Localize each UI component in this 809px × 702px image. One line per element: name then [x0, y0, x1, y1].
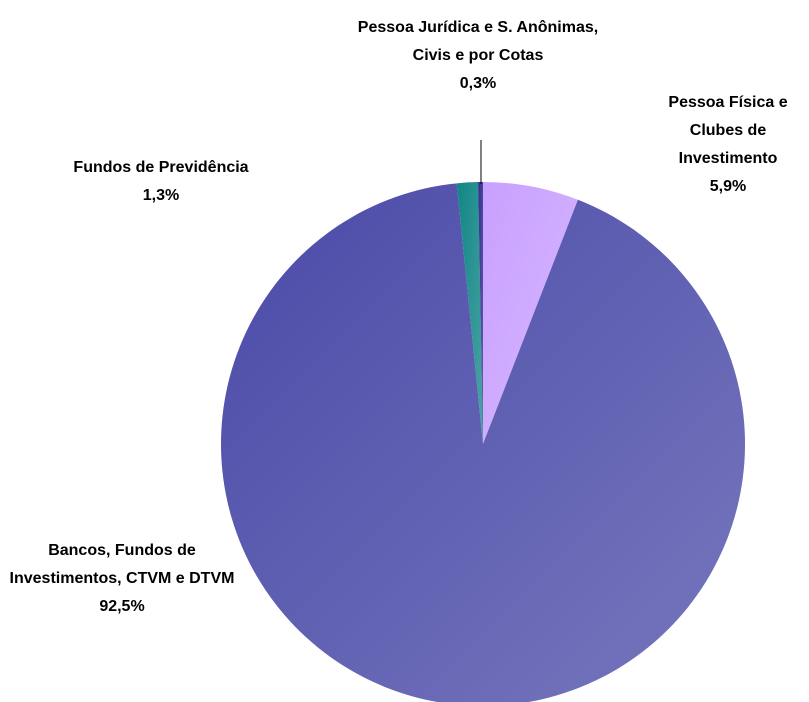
slice-label: Fundos de Previdência 1,3% [73, 159, 249, 204]
slice-shading [456, 182, 483, 444]
slice-label: Pessoa Jurídica e S. Anônimas, Civis e p… [357, 19, 599, 92]
slice-label: Pessoa Física e Clubes de Investimento 5,… [668, 94, 788, 195]
slice-shading [483, 182, 578, 444]
slice-shading [221, 183, 745, 702]
slice-label: Bancos, Fundos de Investimentos, CTVM e … [9, 542, 235, 615]
slice-shading [478, 182, 483, 444]
